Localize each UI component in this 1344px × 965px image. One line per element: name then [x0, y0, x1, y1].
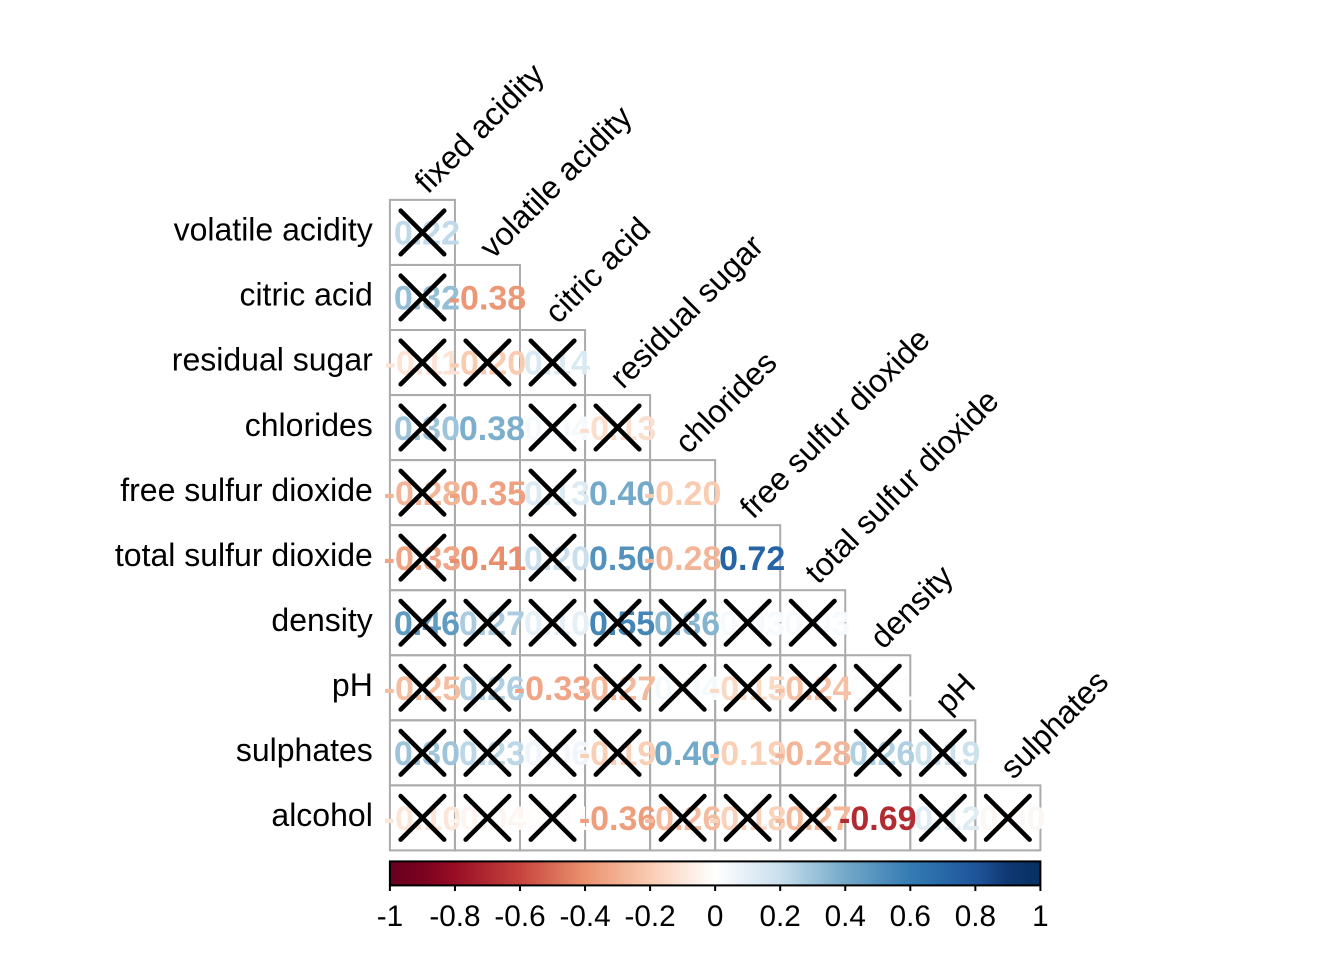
svg-text:-0.19: -0.19	[709, 735, 787, 773]
svg-text:sulphates: sulphates	[236, 732, 373, 768]
svg-text:0.50: 0.50	[589, 540, 655, 578]
svg-text:0.40: 0.40	[589, 475, 655, 513]
svg-text:total sulfur dioxide: total sulfur dioxide	[115, 537, 373, 573]
svg-text:0.38: 0.38	[459, 410, 525, 448]
svg-text:-1: -1	[377, 900, 403, 933]
svg-text:0.26: 0.26	[459, 670, 525, 708]
svg-text:pH: pH	[332, 667, 373, 703]
svg-text:0.00: 0.00	[979, 800, 1045, 838]
svg-text:0.27: 0.27	[459, 605, 525, 643]
svg-text:0.8: 0.8	[955, 900, 996, 933]
svg-text:0.46: 0.46	[394, 605, 460, 643]
svg-text:-0.33: -0.33	[514, 670, 592, 708]
svg-text:0.14: 0.14	[524, 345, 590, 383]
svg-text:0.04: 0.04	[524, 410, 590, 448]
svg-text:0.72: 0.72	[719, 540, 785, 578]
svg-text:-0.38: -0.38	[449, 280, 527, 318]
svg-text:-0.41: -0.41	[449, 540, 527, 578]
svg-text:0.55: 0.55	[589, 605, 655, 643]
svg-text:residual sugar: residual sugar	[172, 342, 373, 378]
svg-text:0.04: 0.04	[654, 670, 720, 708]
svg-text:citric acid: citric acid	[239, 277, 372, 313]
svg-text:-0.35: -0.35	[449, 475, 527, 513]
svg-text:-0.8: -0.8	[429, 900, 480, 933]
svg-text:0.2: 0.2	[760, 900, 801, 933]
svg-text:0.30: 0.30	[394, 735, 460, 773]
svg-text:alcohol: alcohol	[271, 797, 372, 833]
svg-text:0.23: 0.23	[459, 735, 525, 773]
svg-text:-0.2: -0.2	[625, 900, 676, 933]
svg-text:0.4: 0.4	[825, 900, 866, 933]
svg-text:chlorides: chlorides	[245, 407, 373, 443]
svg-text:0.13: 0.13	[524, 475, 590, 513]
svg-text:0.36: 0.36	[654, 605, 720, 643]
svg-text:-0.36: -0.36	[579, 800, 657, 838]
svg-text:-0.28: -0.28	[644, 540, 722, 578]
svg-text:density: density	[271, 602, 372, 638]
svg-text:0: 0	[707, 900, 724, 933]
svg-text:-0.28: -0.28	[774, 735, 852, 773]
svg-text:0.01: 0.01	[849, 670, 915, 708]
svg-text:1: 1	[1032, 900, 1049, 933]
svg-text:-0.69: -0.69	[839, 800, 917, 838]
svg-text:-0.20: -0.20	[644, 475, 722, 513]
svg-text:0.03: 0.03	[784, 605, 850, 643]
svg-text:0.03: 0.03	[719, 605, 785, 643]
svg-text:-0.4: -0.4	[559, 900, 610, 933]
svg-text:0.26: 0.26	[849, 735, 915, 773]
svg-text:0.22: 0.22	[394, 215, 460, 253]
svg-text:0.19: 0.19	[914, 735, 980, 773]
svg-text:0.10: 0.10	[524, 605, 590, 643]
svg-text:volatile acidity: volatile acidity	[174, 212, 373, 248]
svg-text:0.06: 0.06	[524, 735, 590, 773]
svg-text:0.6: 0.6	[890, 900, 931, 933]
svg-text:free sulfur dioxide: free sulfur dioxide	[120, 472, 373, 508]
svg-text:0.40: 0.40	[654, 735, 720, 773]
svg-text:-0.6: -0.6	[494, 900, 545, 933]
